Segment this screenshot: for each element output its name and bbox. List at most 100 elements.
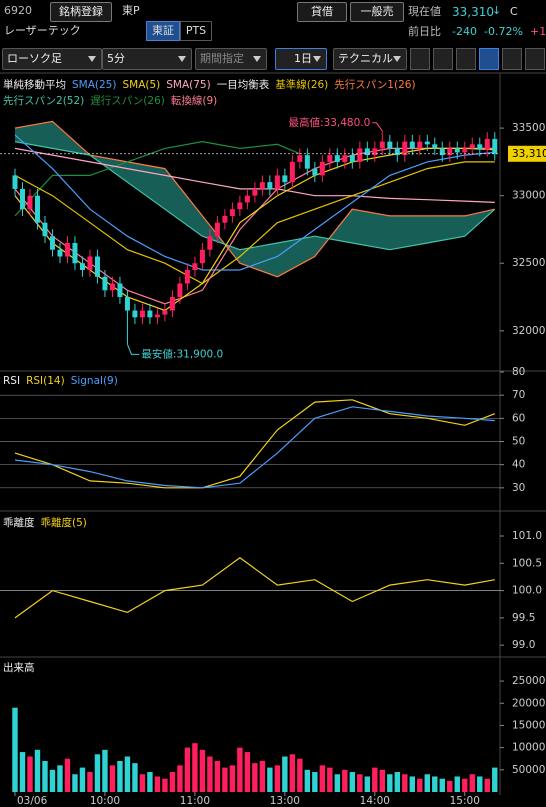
volume-bar — [184, 747, 191, 792]
volume-bar — [289, 754, 296, 792]
candle-body — [357, 148, 363, 162]
settings-icon[interactable] — [525, 48, 545, 70]
candle-body — [244, 195, 250, 203]
volume-bar — [229, 765, 236, 792]
chart-icon[interactable] — [479, 48, 499, 70]
y-tick-label: 80 — [512, 366, 525, 378]
candle-body — [199, 249, 205, 264]
volume-bar — [432, 776, 438, 792]
volume-bar — [424, 774, 430, 792]
zoom-in-icon[interactable] — [433, 48, 453, 70]
price-label: 現在値 — [408, 5, 441, 18]
volume-bar — [492, 767, 498, 792]
candle-body — [259, 182, 265, 189]
candle-body — [319, 161, 325, 176]
register-button[interactable]: 銘柄登録 — [50, 2, 112, 22]
volume-bar — [102, 749, 108, 792]
candle-body — [424, 141, 430, 145]
annotation-leader — [126, 344, 140, 355]
stock-code: 6920 — [4, 4, 32, 17]
candle-body — [492, 138, 498, 154]
candle-body — [192, 263, 198, 270]
candle-body — [154, 314, 160, 318]
volume-bar — [79, 767, 86, 792]
candle-body — [469, 144, 475, 149]
volume-bar — [484, 778, 490, 792]
bar-icon[interactable] — [502, 48, 522, 70]
candle-body — [477, 144, 483, 150]
candle-body — [447, 148, 453, 156]
candle-body — [334, 155, 340, 162]
candle-body — [34, 195, 40, 223]
cloud — [14, 121, 495, 277]
span-select[interactable]: 1日 — [275, 48, 327, 70]
legend-entry: SMA(25) — [72, 79, 117, 91]
series-line — [14, 406, 495, 489]
volume-bar — [312, 772, 318, 792]
volume-bar — [402, 774, 408, 792]
last-price-box — [508, 145, 546, 162]
candle-body — [342, 155, 348, 162]
change: -240 — [452, 25, 477, 38]
legend-entry: 先行スパン2(52) — [3, 95, 85, 107]
candle-body — [432, 144, 438, 149]
legend-entry: 乖離度(5) — [40, 517, 87, 529]
volume-bar — [319, 765, 326, 792]
volume-bar — [349, 772, 356, 792]
sell-button[interactable]: 一般売 — [350, 2, 404, 22]
y-tick-label: 33500 — [512, 122, 545, 134]
y-tick-label: 200000 — [512, 697, 546, 709]
candle-body — [12, 175, 18, 189]
series-line — [14, 147, 495, 203]
x-tick-label: 13:00 — [270, 795, 300, 807]
volume-bar — [199, 749, 206, 792]
candle-body — [214, 222, 220, 237]
volume-bar — [154, 776, 161, 792]
technical-button[interactable]: テクニカル — [333, 48, 407, 70]
zoom-out-icon[interactable] — [456, 48, 476, 70]
volume-bar — [147, 772, 153, 792]
volume-bar — [439, 778, 445, 792]
series-line — [14, 161, 495, 285]
volume-bar — [244, 752, 251, 792]
interval-select[interactable]: 5分 — [102, 48, 192, 70]
tab-pts[interactable]: PTS — [180, 21, 212, 41]
candle-body — [177, 283, 183, 298]
candle-body — [42, 222, 48, 237]
volume-bar — [447, 780, 453, 792]
volume-bar — [72, 774, 78, 792]
period-select[interactable]: 期間指定 — [195, 48, 267, 70]
volume-bar — [327, 767, 333, 792]
series-line — [14, 134, 495, 271]
y-tick-label: 40 — [512, 459, 525, 471]
candle-body — [484, 138, 490, 150]
volume-bar — [387, 774, 393, 792]
volume-bar — [57, 765, 63, 792]
candle-body — [409, 141, 415, 149]
legend-entry: 遅行スパン(26) — [90, 95, 165, 107]
chart-type-select[interactable]: ローソク足 — [2, 48, 102, 70]
annotation: 最安値:31,900.0 — [141, 347, 223, 360]
last-price-label: 33,310 — [512, 148, 546, 160]
candle-body — [252, 188, 258, 196]
volume-bar — [237, 747, 243, 792]
candle-body — [87, 256, 93, 270]
volume-bar — [259, 760, 266, 792]
candle-body — [64, 242, 70, 257]
volume-bar — [252, 763, 258, 792]
candle-body — [139, 310, 145, 318]
lending-button[interactable]: 貸借 — [297, 2, 347, 22]
candle-body — [454, 148, 460, 153]
volume-bar — [177, 765, 183, 792]
candle-body — [297, 155, 303, 162]
candle-body — [394, 148, 400, 156]
volume-bar — [477, 776, 483, 792]
volume-bar — [12, 707, 18, 792]
panel-title: 出来高 — [3, 662, 35, 674]
stock-name: レーザーテック — [4, 24, 81, 37]
draw-icon[interactable] — [410, 48, 430, 70]
tab-tse[interactable]: 東証 — [146, 21, 180, 41]
volume-bar — [334, 774, 341, 792]
